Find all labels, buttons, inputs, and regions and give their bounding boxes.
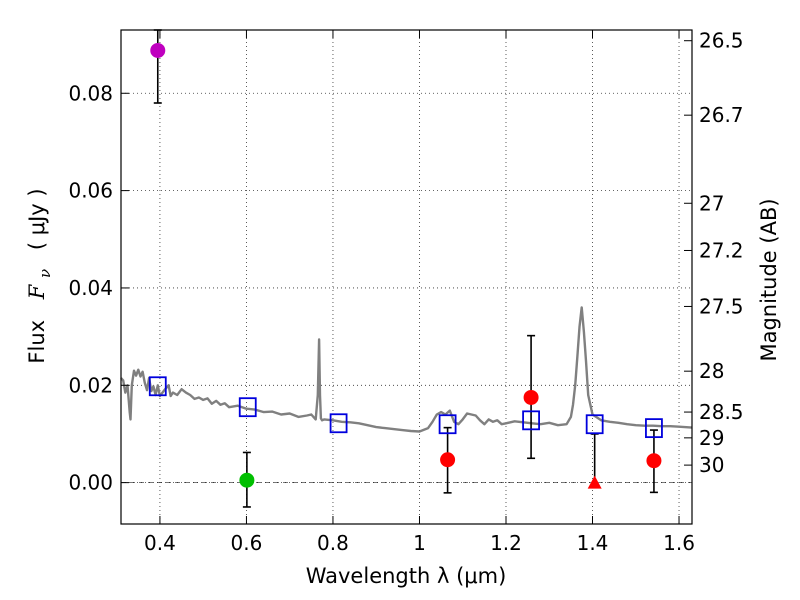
x-tick-label-4: 1.2 bbox=[490, 531, 522, 555]
y2-tick-label-5: 28 bbox=[699, 359, 724, 383]
y-tick-label-1: 0.02 bbox=[68, 373, 113, 397]
y-tick-label-0: 0.00 bbox=[68, 471, 113, 495]
y2-tick-label-4: 27.5 bbox=[699, 294, 744, 318]
y-axis-title-prefix: Flux bbox=[25, 320, 49, 364]
plot-frame bbox=[120, 29, 693, 525]
model-square-5 bbox=[585, 414, 604, 435]
y2-tick-label-0: 26.5 bbox=[699, 29, 744, 53]
x-tick-label-1: 0.6 bbox=[231, 531, 263, 555]
model-spectrum-line bbox=[120, 306, 693, 433]
grid-lines bbox=[121, 30, 692, 524]
x-axis-title: Wavelength λ (μm) bbox=[306, 564, 507, 588]
y2-axis-title: Magnitude (AB) bbox=[757, 198, 781, 361]
x-tick-label-3: 1 bbox=[413, 531, 426, 555]
y2-tick-label-3: 27.2 bbox=[699, 238, 744, 262]
y-tick-label-4: 0.08 bbox=[68, 81, 113, 105]
error-bars bbox=[153, 29, 658, 508]
x-tick-label-2: 0.8 bbox=[317, 531, 349, 555]
y2-tick-label-1: 26.7 bbox=[699, 103, 744, 127]
y-tick-label-3: 0.06 bbox=[68, 179, 113, 203]
model-square-2 bbox=[329, 413, 348, 434]
model-spectrum bbox=[120, 306, 693, 433]
observed-point-5 bbox=[646, 453, 662, 469]
model-square-3 bbox=[438, 414, 457, 435]
x-tick-label-0: 0.4 bbox=[144, 531, 176, 555]
observed-point-1 bbox=[239, 472, 255, 488]
model-square-1 bbox=[238, 397, 257, 418]
x-tick-labels: 0.4 0.6 0.8 1 1.2 1.4 1.6 bbox=[144, 531, 695, 555]
axis-ticks bbox=[121, 30, 692, 524]
y2-tick-label-8: 30 bbox=[699, 453, 724, 477]
x-tick-label-6: 1.6 bbox=[663, 531, 695, 555]
y-axis-title-subscript: ν bbox=[36, 269, 54, 278]
observed-point-3 bbox=[523, 389, 539, 405]
observed-point-0 bbox=[150, 42, 166, 58]
model-square-4 bbox=[522, 410, 540, 431]
y-axis-title-units: ( μJy ) bbox=[25, 188, 49, 250]
observed-triangle-4 bbox=[587, 475, 602, 489]
model-photometry-markers bbox=[148, 376, 663, 439]
observed-point-2 bbox=[440, 452, 456, 468]
y-tick-label-2: 0.04 bbox=[68, 276, 113, 300]
y2-tick-label-6: 28.5 bbox=[699, 400, 744, 424]
observed-photometry-markers bbox=[150, 42, 662, 489]
y-axis-title-symbol: F bbox=[25, 283, 49, 300]
model-square-6 bbox=[645, 418, 663, 439]
y2-tick-label-7: 29 bbox=[699, 426, 724, 450]
y-tick-labels: 0.00 0.02 0.04 0.06 0.08 bbox=[68, 81, 113, 494]
y-axis-title: Flux F ν ( μJy ) bbox=[25, 188, 55, 363]
model-square-0 bbox=[148, 376, 167, 397]
y2-tick-labels: 26.5 26.7 27 27.2 27.5 28 28.529 30 bbox=[699, 29, 744, 477]
y2-tick-label-2: 27 bbox=[699, 191, 724, 215]
x-tick-label-5: 1.4 bbox=[577, 531, 609, 555]
